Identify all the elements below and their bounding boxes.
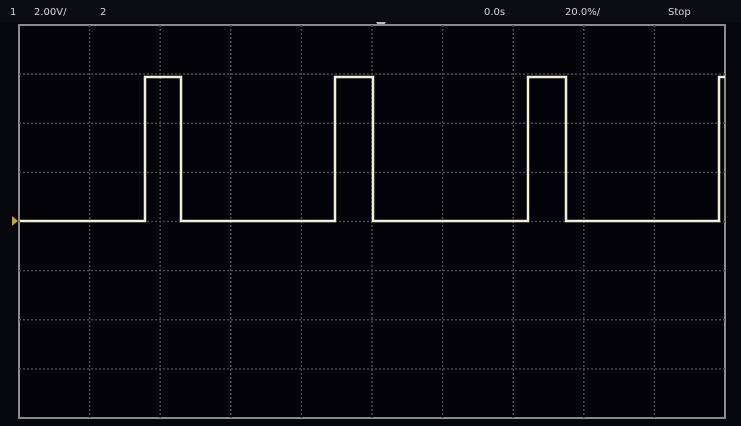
status-bar	[0, 0, 741, 22]
run-state: Stop	[668, 7, 691, 18]
channel-label: 1	[10, 7, 16, 18]
page: 1 2.00V/ 2 0.0s 20.0%/ Stop (() => { con…	[0, 0, 741, 426]
time-offset: 0.0s	[484, 7, 505, 18]
timebase: 20.0%/	[565, 7, 601, 18]
channel-2-label: 2	[100, 7, 106, 18]
scope-screen: 1 2.00V/ 2 0.0s 20.0%/ Stop	[0, 0, 741, 426]
vertical-scale: 2.00V/	[34, 7, 67, 18]
